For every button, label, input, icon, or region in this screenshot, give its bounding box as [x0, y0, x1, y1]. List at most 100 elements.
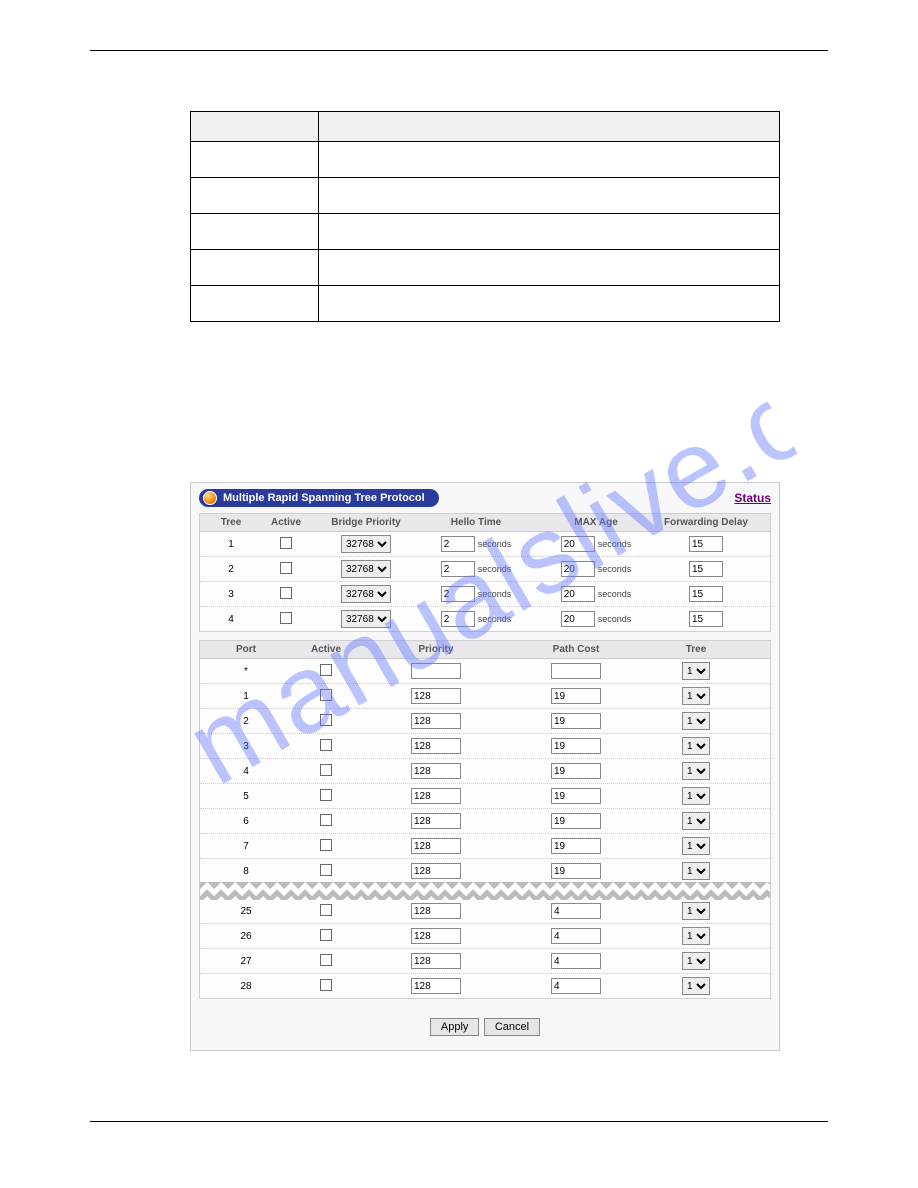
bridge-priority-select[interactable]: 32768 [341, 535, 391, 553]
fwd-delay-input[interactable] [689, 561, 723, 577]
path-cost-input[interactable] [551, 978, 601, 994]
port-priority-input[interactable] [411, 763, 461, 779]
apply-button[interactable]: Apply [430, 1018, 480, 1036]
path-cost-input[interactable] [551, 953, 601, 969]
hdr-path-cost: Path Cost [506, 644, 646, 655]
path-cost-input[interactable] [551, 788, 601, 804]
port-active-checkbox[interactable] [320, 789, 332, 801]
truncation-zigzag [200, 882, 770, 900]
port-active-checkbox[interactable] [320, 864, 332, 876]
path-cost-input[interactable] [551, 688, 601, 704]
bottom-rule [90, 1121, 828, 1122]
port-active-checkbox[interactable] [320, 689, 332, 701]
port-active-checkbox[interactable] [320, 739, 332, 751]
max-age-input[interactable] [561, 536, 595, 552]
path-cost-input[interactable] [551, 738, 601, 754]
port-tree-select[interactable]: 1 [682, 662, 710, 680]
port-active-checkbox[interactable] [320, 764, 332, 776]
port-id: 4 [206, 766, 286, 777]
port-tree-select[interactable]: 1 [682, 712, 710, 730]
port-row: 41 [200, 759, 770, 784]
path-cost-input[interactable] [551, 928, 601, 944]
bridge-priority-select[interactable]: 32768 [341, 560, 391, 578]
port-row: 261 [200, 924, 770, 949]
port-active-checkbox[interactable] [320, 904, 332, 916]
port-priority-input[interactable] [411, 813, 461, 829]
path-cost-input[interactable] [551, 763, 601, 779]
path-cost-input[interactable] [551, 813, 601, 829]
tree-header-row: Tree Active Bridge Priority Hello Time M… [200, 514, 770, 532]
port-priority-input[interactable] [411, 738, 461, 754]
tree-active-checkbox[interactable] [280, 587, 292, 599]
port-priority-input[interactable] [411, 978, 461, 994]
port-id: 5 [206, 791, 286, 802]
port-priority-input[interactable] [411, 688, 461, 704]
cancel-button[interactable]: Cancel [484, 1018, 540, 1036]
status-link[interactable]: Status [734, 491, 771, 505]
port-active-checkbox[interactable] [320, 664, 332, 676]
fwd-delay-input[interactable] [689, 611, 723, 627]
button-row: Apply Cancel [199, 1007, 771, 1036]
path-cost-input[interactable] [551, 863, 601, 879]
port-row: 11 [200, 684, 770, 709]
max-age-input[interactable] [561, 611, 595, 627]
port-active-checkbox[interactable] [320, 714, 332, 726]
port-tree-select[interactable]: 1 [682, 812, 710, 830]
fwd-delay-input[interactable] [689, 586, 723, 602]
port-active-checkbox[interactable] [320, 814, 332, 826]
tree-row: 232768secondsseconds [200, 557, 770, 582]
empty-parameter-table [190, 111, 780, 322]
port-active-checkbox[interactable] [320, 839, 332, 851]
port-tree-select[interactable]: 1 [682, 952, 710, 970]
hdr-priority: Priority [366, 644, 506, 655]
port-section: Port Active Priority Path Cost Tree *111… [199, 640, 771, 999]
port-priority-input[interactable] [411, 838, 461, 854]
port-id: 3 [206, 741, 286, 752]
hello-time-input[interactable] [441, 586, 475, 602]
tree-active-checkbox[interactable] [280, 537, 292, 549]
path-cost-input[interactable] [551, 838, 601, 854]
port-priority-input[interactable] [411, 953, 461, 969]
fwd-delay-input[interactable] [689, 536, 723, 552]
port-tree-select[interactable]: 1 [682, 762, 710, 780]
port-active-checkbox[interactable] [320, 929, 332, 941]
path-cost-input[interactable] [551, 713, 601, 729]
hello-time-input[interactable] [441, 536, 475, 552]
hello-time-input[interactable] [441, 561, 475, 577]
port-tree-select[interactable]: 1 [682, 737, 710, 755]
max-age-input[interactable] [561, 561, 595, 577]
port-id: 8 [206, 866, 286, 877]
max-age-input[interactable] [561, 586, 595, 602]
port-id: 6 [206, 816, 286, 827]
port-row: *1 [200, 659, 770, 684]
tree-active-checkbox[interactable] [280, 562, 292, 574]
hello-time-input[interactable] [441, 611, 475, 627]
port-priority-input[interactable] [411, 903, 461, 919]
seconds-label: seconds [478, 589, 512, 599]
port-tree-select[interactable]: 1 [682, 977, 710, 995]
port-row: 21 [200, 709, 770, 734]
seconds-label: seconds [598, 614, 632, 624]
panel-title: Multiple Rapid Spanning Tree Protocol [223, 492, 425, 504]
port-tree-select[interactable]: 1 [682, 927, 710, 945]
seconds-label: seconds [478, 614, 512, 624]
port-active-checkbox[interactable] [320, 979, 332, 991]
port-active-checkbox[interactable] [320, 954, 332, 966]
port-tree-select[interactable]: 1 [682, 687, 710, 705]
path-cost-input[interactable] [551, 903, 601, 919]
port-priority-input[interactable] [411, 663, 461, 679]
port-tree-select[interactable]: 1 [682, 902, 710, 920]
port-priority-input[interactable] [411, 713, 461, 729]
port-priority-input[interactable] [411, 863, 461, 879]
port-tree-select[interactable]: 1 [682, 787, 710, 805]
port-priority-input[interactable] [411, 788, 461, 804]
path-cost-input[interactable] [551, 663, 601, 679]
port-priority-input[interactable] [411, 928, 461, 944]
tree-active-checkbox[interactable] [280, 612, 292, 624]
port-tree-select[interactable]: 1 [682, 837, 710, 855]
panel-titlebar: Multiple Rapid Spanning Tree Protocol St… [199, 489, 771, 507]
bridge-priority-select[interactable]: 32768 [341, 585, 391, 603]
bridge-priority-select[interactable]: 32768 [341, 610, 391, 628]
tree-id: 2 [206, 564, 256, 575]
port-tree-select[interactable]: 1 [682, 862, 710, 880]
